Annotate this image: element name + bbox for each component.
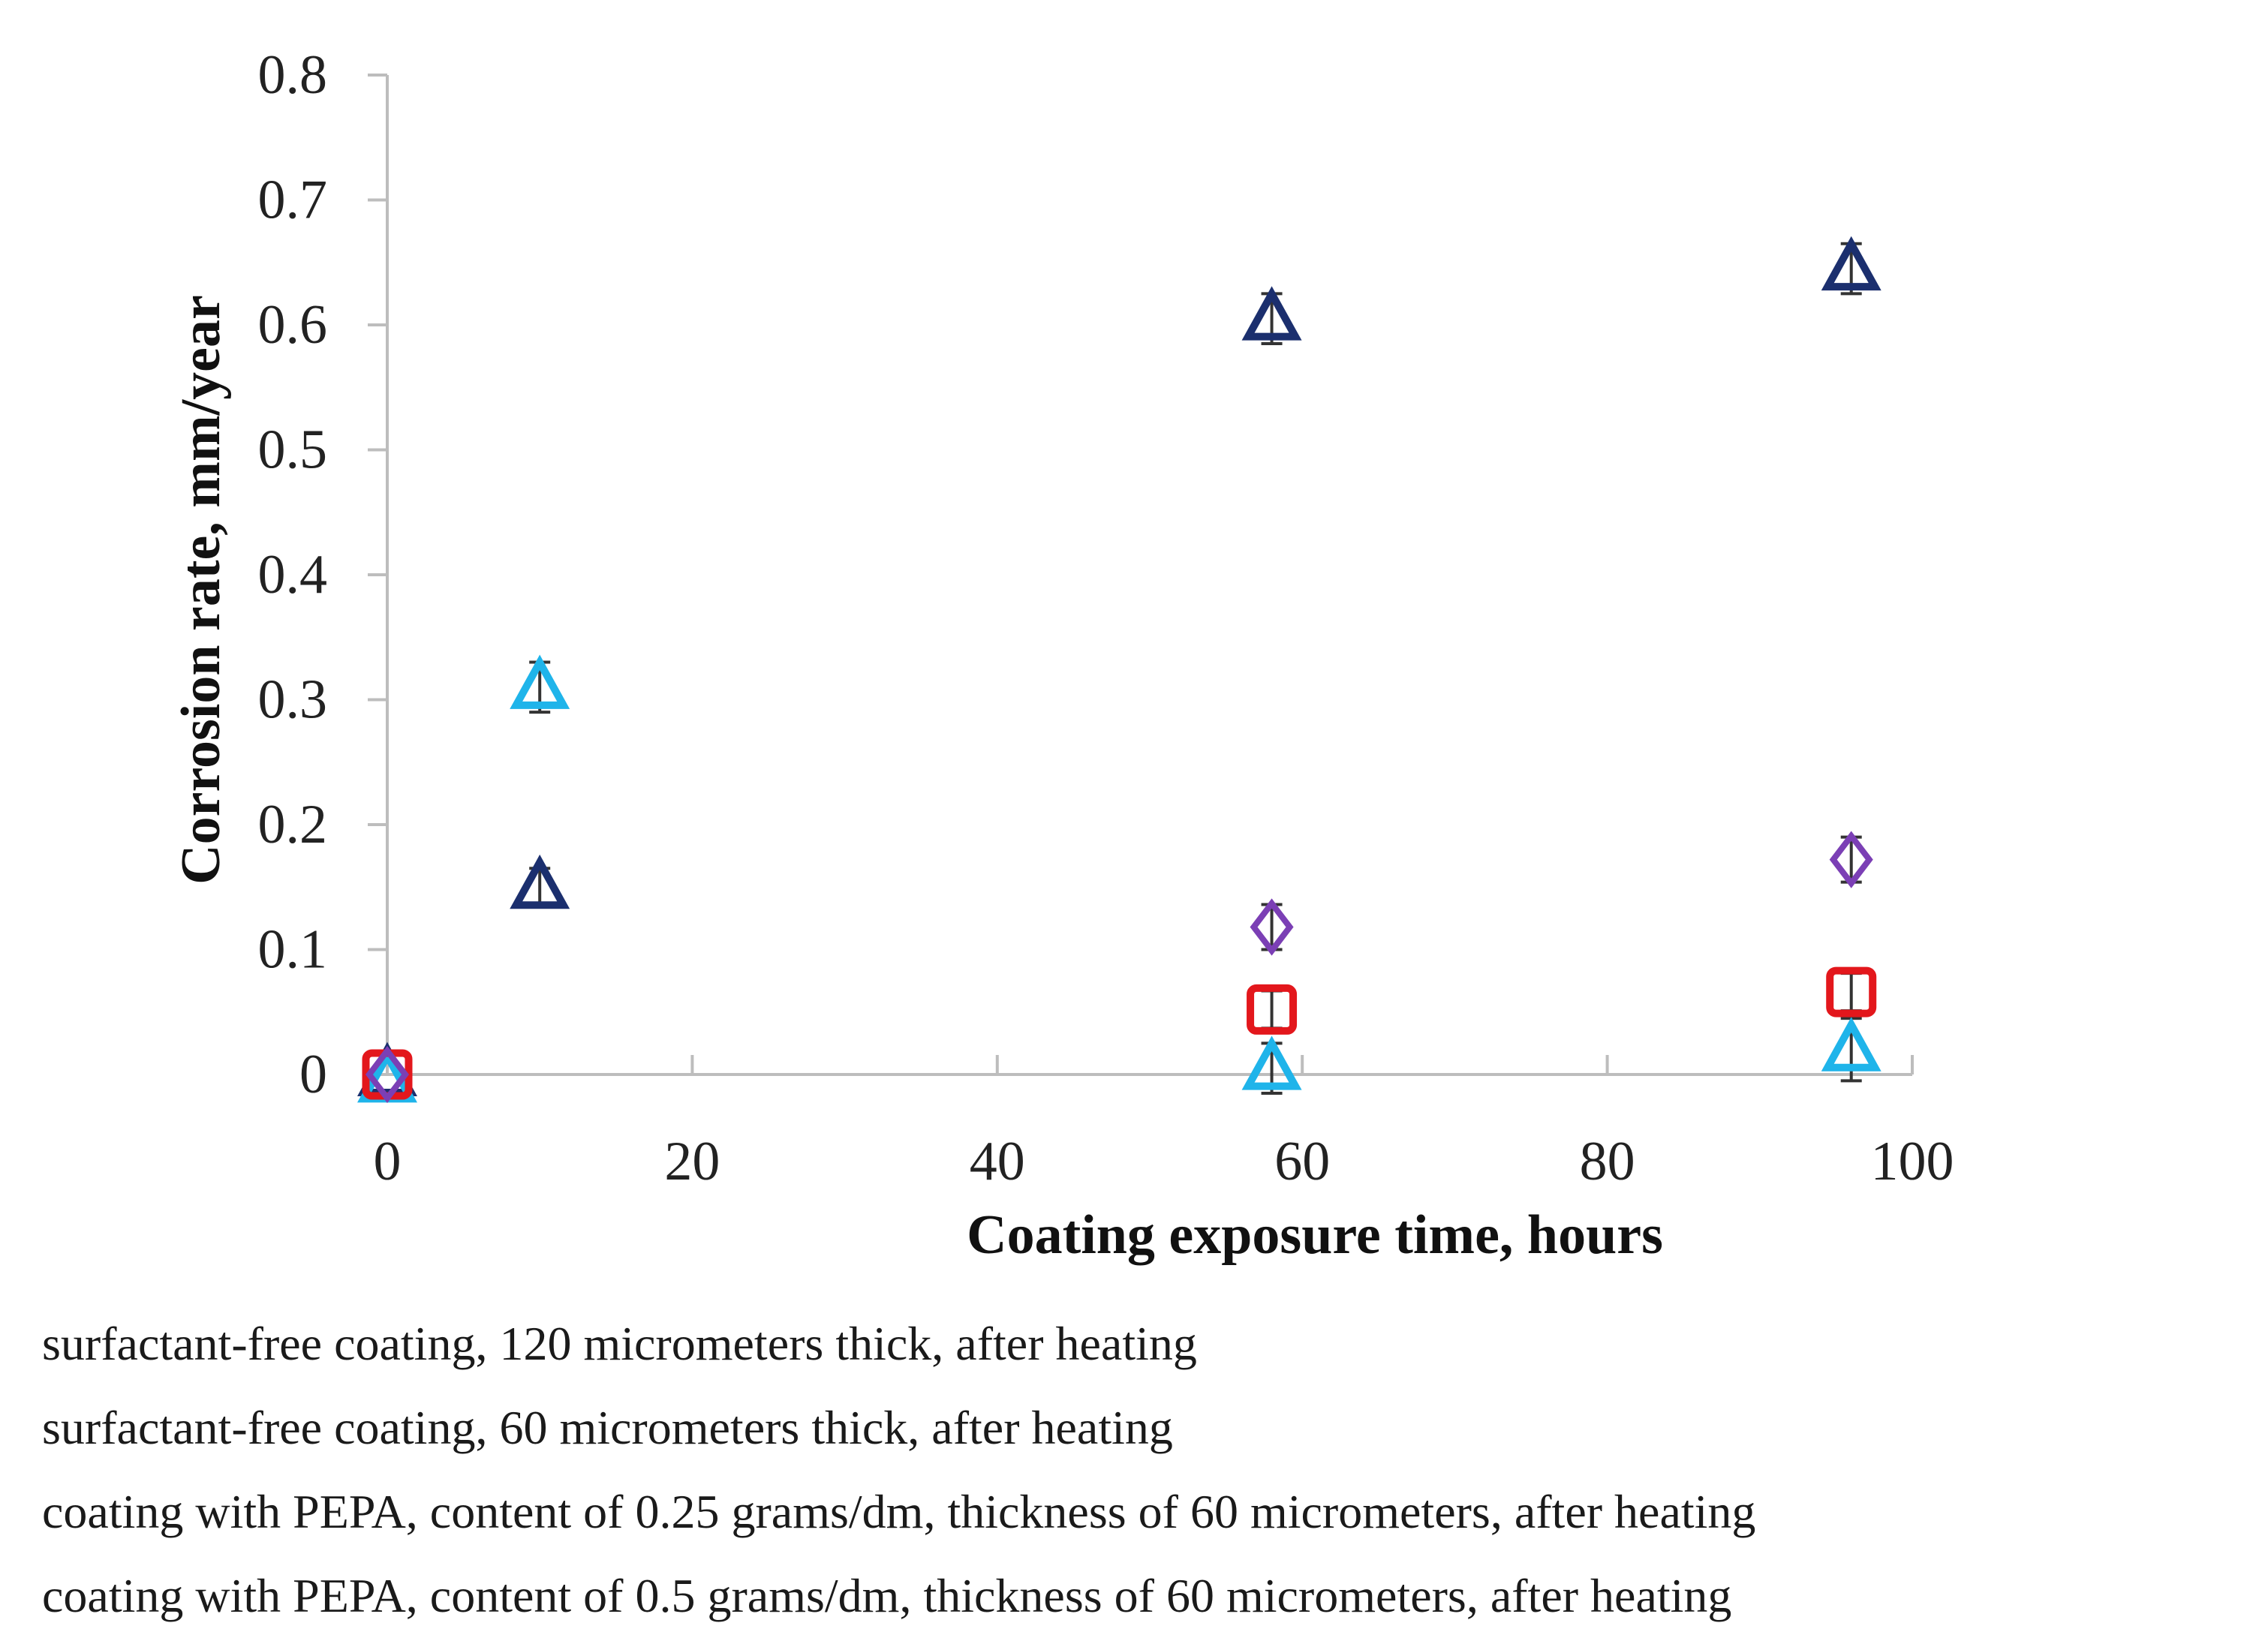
x-tick-label: 0 bbox=[374, 1131, 402, 1192]
x-tick-label: 20 bbox=[664, 1131, 720, 1192]
series-1 bbox=[357, 654, 1881, 1103]
series-0 bbox=[357, 236, 1881, 1096]
y-tick-label: 0.2 bbox=[258, 794, 328, 855]
y-tick-label: 0.8 bbox=[258, 44, 328, 106]
data-point bbox=[1821, 1017, 1881, 1071]
legend-item: coating with PEPA, content of 0.5 grams/… bbox=[42, 1569, 1732, 1622]
legend-item: surfactant-free coating, 120 micrometers… bbox=[42, 1317, 1197, 1370]
data-point bbox=[1241, 286, 1302, 341]
x-tick-label: 40 bbox=[970, 1131, 1025, 1192]
data-point bbox=[1826, 966, 1877, 1017]
y-tick-label: 0 bbox=[299, 1044, 327, 1105]
series-2 bbox=[362, 966, 1877, 1100]
data-point bbox=[1247, 984, 1298, 1035]
data-point bbox=[510, 654, 570, 709]
series-3 bbox=[365, 831, 1873, 1104]
data-point bbox=[1821, 236, 1881, 291]
y-tick-label: 0.7 bbox=[258, 170, 328, 231]
y-tick-label: 0.4 bbox=[258, 544, 328, 606]
x-axis-title: Coating exposure time, hours bbox=[967, 1204, 1663, 1266]
x-tick-label: 100 bbox=[1871, 1131, 1954, 1192]
y-tick-label: 0.1 bbox=[258, 919, 328, 981]
data-point bbox=[1250, 898, 1294, 956]
legend-item: surfactant-free coating, 60 micrometers … bbox=[42, 1401, 1173, 1454]
chart-area: 0 0.1 0.2 0.3 0.4 0.5 0.6 0.7 0.8 0 20 40 60 80 100 Coa… bbox=[170, 44, 1954, 1266]
x-tick-label: 80 bbox=[1580, 1131, 1635, 1192]
y-tick-label: 0.3 bbox=[258, 669, 328, 731]
data-point bbox=[1829, 831, 1873, 888]
data-point bbox=[510, 854, 570, 909]
y-tick-label: 0.5 bbox=[258, 419, 328, 481]
legend: surfactant-free coating, 120 micrometers… bbox=[42, 1302, 2263, 1638]
legend-item: coating with PEPA, content of 0.25 grams… bbox=[42, 1485, 1756, 1538]
y-axis-title: Corrosion rate, mm/year bbox=[170, 295, 232, 885]
data-point bbox=[365, 1045, 410, 1104]
x-tick-label: 60 bbox=[1274, 1131, 1330, 1192]
data-point bbox=[1241, 1035, 1302, 1090]
y-tick-label: 0.6 bbox=[258, 294, 328, 356]
scatter-chart: 0 0.1 0.2 0.3 0.4 0.5 0.6 0.7 0.8 0 20 40 60 80 100 Coa… bbox=[170, 44, 1954, 1266]
